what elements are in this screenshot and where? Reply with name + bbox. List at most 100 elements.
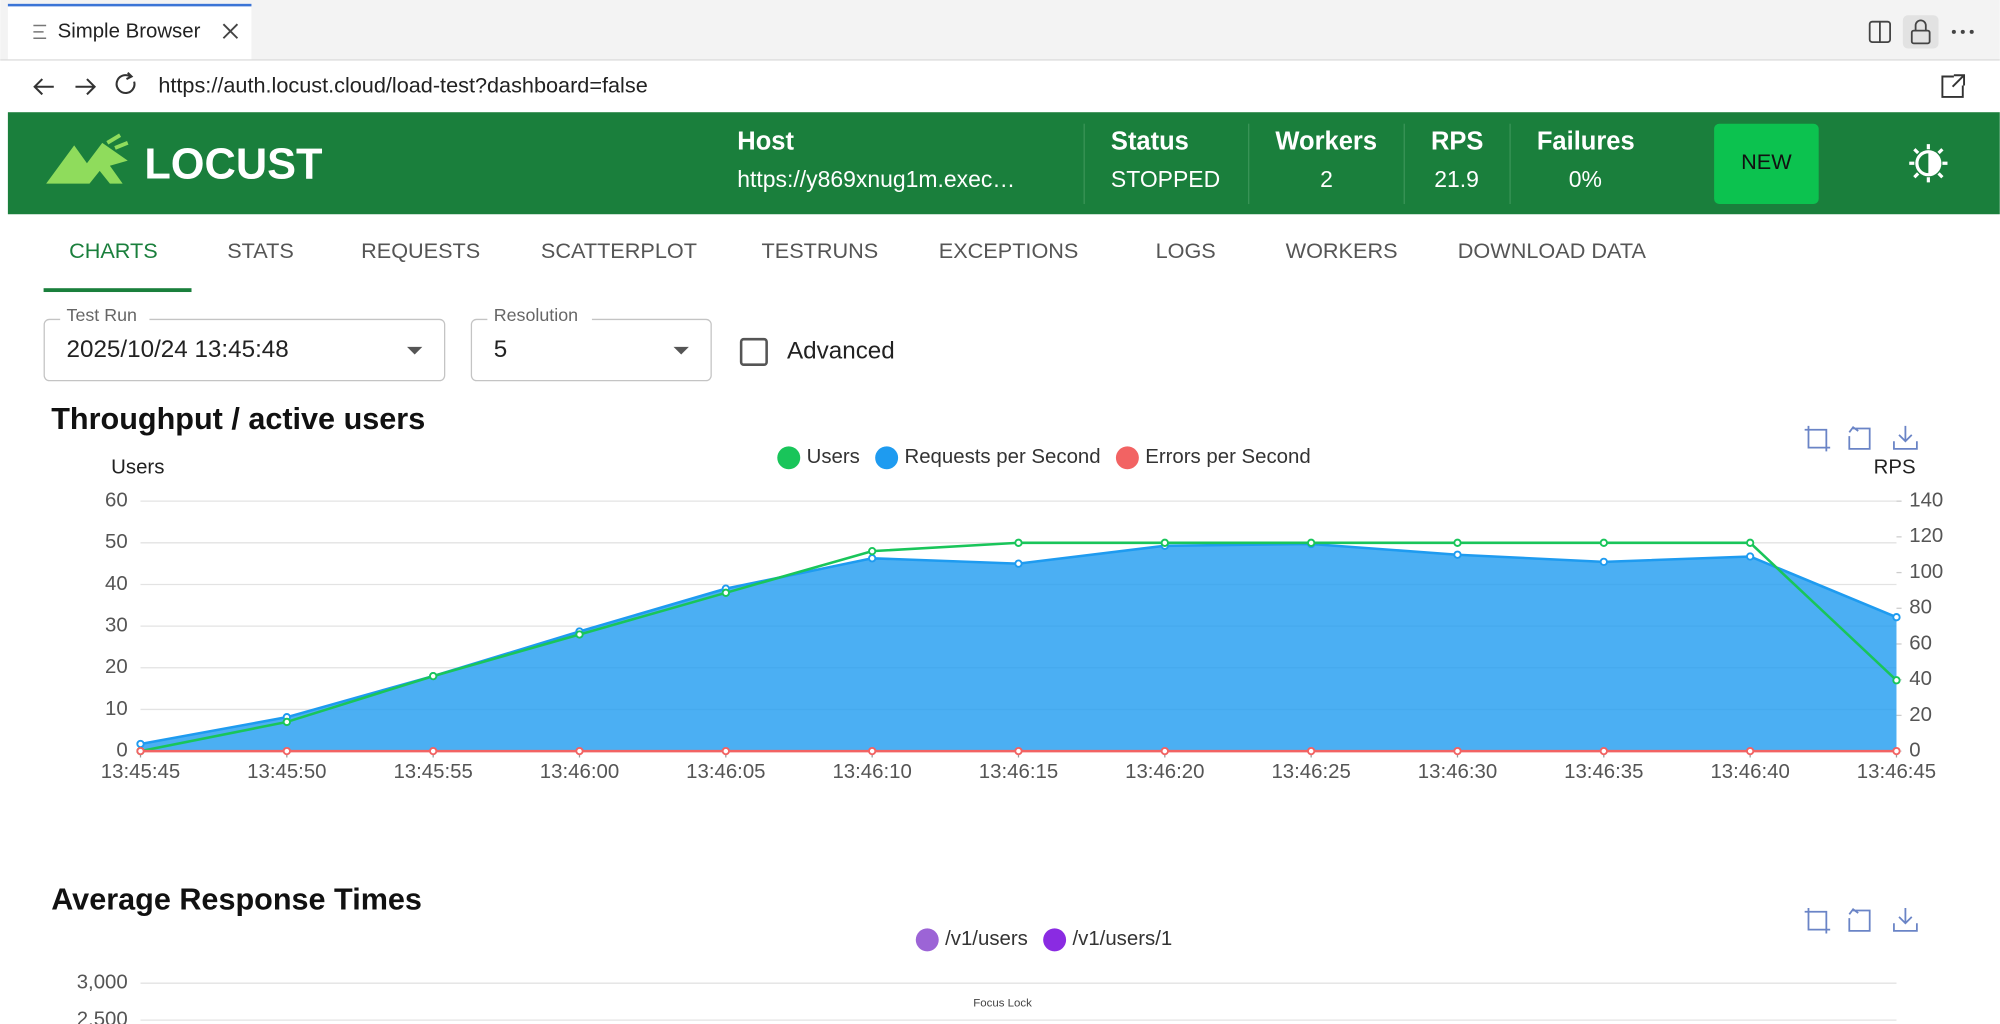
stat-label: Workers <box>1275 128 1377 156</box>
y-tick-label: 30 <box>105 615 128 637</box>
new-button-label[interactable]: NEW <box>1741 149 1792 174</box>
legend-swatch[interactable] <box>777 446 801 470</box>
point <box>1599 557 1608 567</box>
new-button[interactable] <box>1714 123 1819 205</box>
open-external[interactable] <box>1941 74 1966 98</box>
stat-label: RPS <box>1431 128 1483 156</box>
stat-label: Host <box>737 128 794 156</box>
y-tick-label: 60 <box>105 490 128 512</box>
stat-value: 2 <box>1320 166 1333 192</box>
resolution-select[interactable] <box>470 318 712 382</box>
y-tick-label: 50 <box>105 531 128 553</box>
legend-label[interactable]: Requests per Second <box>904 446 1100 468</box>
overlay-text: Focus Lock <box>973 998 1032 1010</box>
legend-swatch[interactable] <box>1043 928 1067 952</box>
select-value[interactable]: 5 <box>494 336 507 363</box>
chart-tool[interactable] <box>1848 907 1871 932</box>
x-tick-label: 13:46:20 <box>1125 761 1204 783</box>
nav-tab[interactable]: WORKERS <box>1286 238 1398 263</box>
nav-tab[interactable]: DOWNLOAD DATA <box>1458 238 1647 263</box>
chart-title: Average Response Times <box>51 883 422 917</box>
address-bar <box>0 59 2000 113</box>
x-tick-label: 13:45:55 <box>393 761 472 783</box>
point <box>1746 552 1755 561</box>
test-run-select[interactable] <box>43 318 446 382</box>
reload-button[interactable] <box>115 71 136 94</box>
nav-tab[interactable]: REQUESTS <box>361 238 480 263</box>
y2-tick-label: 100 <box>1909 561 1943 583</box>
checkbox-label[interactable]: Advanced <box>787 337 895 364</box>
tab-close[interactable] <box>222 23 239 39</box>
x-tick-label: 13:46:00 <box>540 761 619 783</box>
point <box>1453 550 1462 559</box>
dropdown-arrow <box>673 346 689 355</box>
legend-label[interactable]: Users <box>807 446 860 468</box>
chart-tool[interactable] <box>1804 907 1831 934</box>
nav-tab[interactable]: STATS <box>227 238 294 263</box>
nav-tab[interactable]: SCATTERPLOT <box>541 238 697 263</box>
point <box>136 739 145 749</box>
legend-swatch[interactable] <box>1115 446 1139 470</box>
y-tick-label: 3,000 <box>77 972 128 994</box>
chart-tool[interactable] <box>1804 425 1831 452</box>
browser-tab[interactable] <box>7 3 252 60</box>
legend: Users Requests per Second Errors per Secon… <box>777 446 1311 470</box>
nav-tab[interactable]: CHARTS <box>69 238 158 263</box>
x-tick-label: 13:45:50 <box>247 761 326 783</box>
x-tick-label: 13:46:25 <box>1271 761 1350 783</box>
point <box>1307 538 1316 547</box>
y-tick-label: 2,500 <box>77 1009 128 1024</box>
lock-icon <box>1914 19 1927 31</box>
label-bg <box>487 306 592 324</box>
x-tick-label: 13:46:45 <box>1857 761 1936 783</box>
point <box>429 746 438 756</box>
point <box>429 671 438 681</box>
point <box>1746 538 1755 547</box>
x-tick-label: 13:46:15 <box>979 761 1058 783</box>
point <box>1014 538 1023 547</box>
legend: /v1/users/v1/users/1 <box>915 928 1172 952</box>
legend-label[interactable]: /v1/users/1 <box>1072 928 1172 950</box>
nav-tab[interactable]: EXCEPTIONS <box>939 238 1079 263</box>
chart-tool[interactable] <box>1893 907 1918 932</box>
more-icon[interactable] <box>1951 29 1974 34</box>
point <box>1892 676 1901 685</box>
y2-tick-label: 80 <box>1909 597 1932 619</box>
url[interactable]: https://auth.locust.cloud/load-test?dash… <box>158 72 647 97</box>
y2-tick-label: 120 <box>1909 525 1943 547</box>
legend-label[interactable]: /v1/users <box>945 928 1028 950</box>
point <box>575 746 584 756</box>
tab-bar <box>0 0 2000 60</box>
y2-tick-label: 0 <box>1909 739 1920 761</box>
legend-swatch[interactable] <box>915 928 939 952</box>
tab-title: Simple Browser <box>58 20 201 42</box>
stat-value: 0% <box>1569 166 1602 192</box>
forward-button[interactable] <box>75 78 97 96</box>
chart-tool[interactable] <box>1848 425 1871 450</box>
select-label: Resolution <box>494 305 578 325</box>
point <box>1746 746 1755 756</box>
nav-tab[interactable]: TESTRUNS <box>762 238 879 263</box>
back-button[interactable] <box>33 78 54 96</box>
app-header <box>7 112 2000 215</box>
y-tick-label: 0 <box>116 739 127 761</box>
point <box>721 746 730 756</box>
select-value[interactable]: 2025/10/24 13:45:48 <box>67 336 289 363</box>
nav-tab[interactable]: LOGS <box>1156 238 1216 263</box>
x-tick-label: 13:46:05 <box>686 761 765 783</box>
point <box>282 717 291 727</box>
x-tick-label: 13:45:45 <box>101 761 180 783</box>
dropdown-arrow <box>407 346 423 355</box>
legend-label[interactable]: Errors per Second <box>1145 446 1310 468</box>
advanced-checkbox[interactable] <box>739 337 768 366</box>
legend-swatch[interactable] <box>875 446 899 470</box>
y-tick-label: 10 <box>105 698 128 720</box>
point <box>136 746 145 756</box>
tab-icon <box>33 24 47 40</box>
theme-toggle[interactable] <box>1909 144 1948 183</box>
logo-text: LOCUST <box>144 141 323 189</box>
chart-tool[interactable] <box>1893 425 1918 450</box>
stat-value: https://y869xnug1m.exec… <box>737 166 1015 192</box>
area <box>140 544 1897 752</box>
